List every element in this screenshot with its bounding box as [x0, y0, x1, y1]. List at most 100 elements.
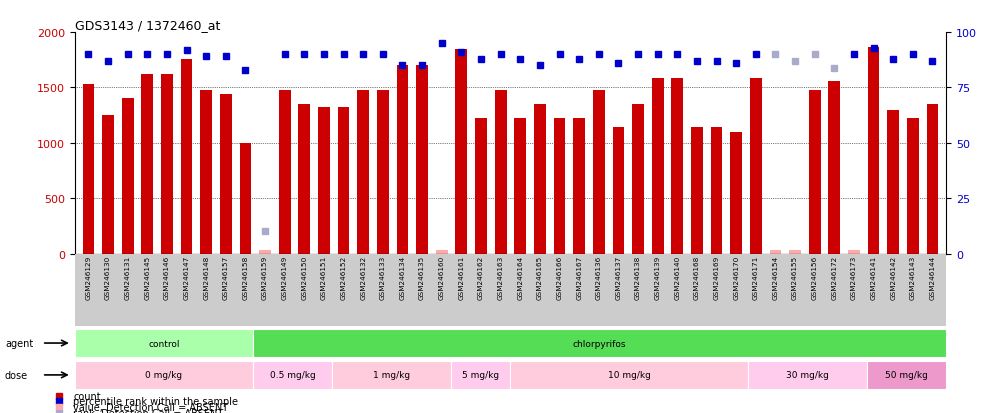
Text: GSM246135: GSM246135 [419, 255, 425, 299]
Bar [495, 90, 507, 254]
Text: 10 mg/kg: 10 mg/kg [608, 370, 650, 380]
Text: GSM246165: GSM246165 [537, 255, 543, 299]
Bar [770, 251, 781, 254]
Text: GSM246143: GSM246143 [909, 255, 916, 299]
Text: 50 mg/kg: 50 mg/kg [885, 370, 928, 380]
Bar [632, 104, 644, 254]
Bar [75, 361, 253, 389]
Bar [514, 119, 526, 254]
Text: 30 mg/kg: 30 mg/kg [786, 370, 829, 380]
Bar [809, 90, 821, 254]
Bar [75, 254, 946, 326]
Text: 5 mg/kg: 5 mg/kg [462, 370, 499, 380]
Bar [613, 128, 624, 254]
Text: GSM246164: GSM246164 [517, 255, 523, 299]
Bar [867, 361, 946, 389]
Text: percentile rank within the sample: percentile rank within the sample [74, 396, 238, 406]
Bar [651, 78, 663, 254]
Bar [593, 90, 605, 254]
Text: GSM246167: GSM246167 [576, 255, 582, 299]
Bar [554, 119, 566, 254]
Text: GSM246141: GSM246141 [871, 255, 876, 299]
Bar [475, 119, 487, 254]
Bar [451, 361, 510, 389]
Text: 0.5 mg/kg: 0.5 mg/kg [270, 370, 316, 380]
Bar [750, 78, 762, 254]
Bar [436, 251, 447, 254]
Text: rank, Detection Call = ABSENT: rank, Detection Call = ABSENT [74, 408, 224, 413]
Text: GSM246171: GSM246171 [753, 255, 759, 299]
Text: GSM246144: GSM246144 [929, 255, 935, 299]
Text: control: control [148, 339, 179, 348]
Text: GSM246139: GSM246139 [654, 255, 660, 299]
Text: chlorpyrifos: chlorpyrifos [573, 339, 626, 348]
Text: GSM246142: GSM246142 [890, 255, 896, 299]
Bar [103, 116, 114, 254]
Bar [253, 361, 333, 389]
Bar [829, 82, 841, 254]
Text: agent: agent [5, 338, 33, 348]
Bar [75, 330, 253, 357]
Text: GSM246151: GSM246151 [321, 255, 327, 299]
Bar [200, 90, 212, 254]
Bar [358, 90, 370, 254]
Text: GSM246130: GSM246130 [105, 255, 112, 299]
Text: GSM246160: GSM246160 [439, 255, 445, 299]
Text: GSM246148: GSM246148 [203, 255, 209, 299]
Text: GSM246140: GSM246140 [674, 255, 680, 299]
Text: GSM246149: GSM246149 [282, 255, 288, 299]
Text: count: count [74, 391, 101, 401]
Bar [122, 99, 133, 254]
Text: GSM246136: GSM246136 [596, 255, 602, 299]
Bar [333, 361, 451, 389]
Text: GSM246166: GSM246166 [557, 255, 563, 299]
Text: GSM246169: GSM246169 [713, 255, 719, 299]
Bar [396, 66, 408, 254]
Bar [887, 110, 899, 254]
Text: GSM246133: GSM246133 [379, 255, 385, 299]
Bar [510, 361, 748, 389]
Text: GDS3143 / 1372460_at: GDS3143 / 1372460_at [75, 19, 220, 32]
Text: dose: dose [5, 370, 28, 380]
Text: GSM246156: GSM246156 [812, 255, 818, 299]
Text: GSM246152: GSM246152 [341, 255, 347, 299]
Bar [711, 128, 722, 254]
Text: GSM246155: GSM246155 [792, 255, 798, 299]
Bar [848, 251, 860, 254]
Text: GSM246173: GSM246173 [851, 255, 857, 299]
Text: GSM246138: GSM246138 [635, 255, 641, 299]
Text: GSM246162: GSM246162 [478, 255, 484, 299]
Text: GSM246158: GSM246158 [242, 255, 248, 299]
Text: GSM246137: GSM246137 [616, 255, 622, 299]
Bar [318, 108, 330, 254]
Text: GSM246145: GSM246145 [144, 255, 150, 299]
Bar [730, 133, 742, 254]
Bar [180, 59, 192, 254]
Text: GSM246132: GSM246132 [361, 255, 367, 299]
Bar [868, 47, 879, 254]
Text: GSM246146: GSM246146 [164, 255, 170, 299]
Text: GSM246154: GSM246154 [773, 255, 779, 299]
Bar [926, 105, 938, 254]
Text: GSM246163: GSM246163 [498, 255, 504, 299]
Bar [748, 361, 867, 389]
Text: GSM246131: GSM246131 [124, 255, 130, 299]
Bar [299, 104, 310, 254]
Bar [376, 90, 388, 254]
Bar [161, 75, 173, 254]
Bar [240, 143, 251, 254]
Bar [141, 75, 153, 254]
Text: 0 mg/kg: 0 mg/kg [145, 370, 182, 380]
Bar [416, 66, 428, 254]
Bar [338, 108, 350, 254]
Text: GSM246168: GSM246168 [694, 255, 700, 299]
Text: GSM246170: GSM246170 [733, 255, 739, 299]
Bar [279, 90, 291, 254]
Text: value, Detection Call = ABSENT: value, Detection Call = ABSENT [74, 402, 228, 412]
Bar [253, 330, 946, 357]
Text: 1 mg/kg: 1 mg/kg [374, 370, 410, 380]
Bar [534, 104, 546, 254]
Text: GSM246147: GSM246147 [183, 255, 189, 299]
Bar [907, 119, 918, 254]
Bar [671, 78, 683, 254]
